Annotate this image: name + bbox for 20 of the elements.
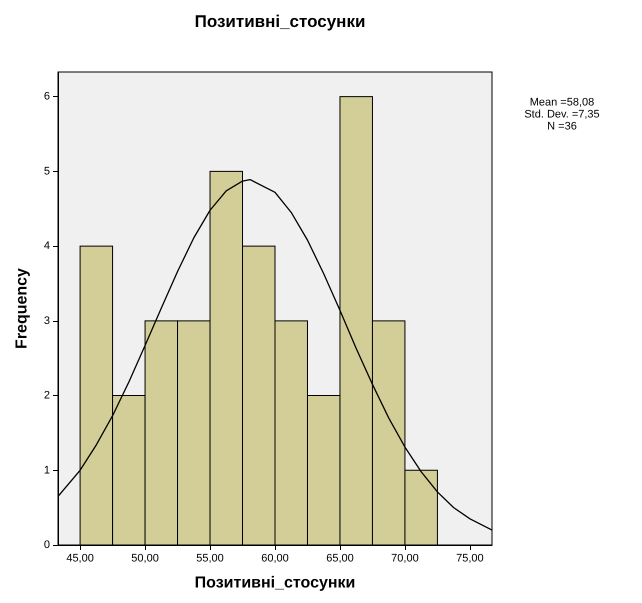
- y-tick-label: 4: [44, 240, 50, 252]
- x-tick-label: 75,00: [456, 552, 484, 564]
- x-tick-label: 70,00: [391, 552, 419, 564]
- x-tick-label: 65,00: [326, 552, 354, 564]
- text: N =36: [547, 120, 577, 132]
- x-tick-label: 60,00: [261, 552, 289, 564]
- y-tick-label: 2: [44, 390, 50, 402]
- y-tick-label: 3: [44, 314, 50, 327]
- y-tick-label: 1: [44, 464, 50, 476]
- text: Std. Dev. =7,35: [524, 108, 600, 120]
- y-tick-label: 0: [44, 539, 50, 551]
- chart-title: Позитивні_стосунки: [194, 12, 366, 31]
- y-tick-label: 6: [44, 90, 50, 103]
- x-axis-title: Позитивні_стосунки: [194, 574, 356, 592]
- y-tick-label: 5: [44, 165, 50, 178]
- x-tick-label: 55,00: [196, 552, 224, 564]
- x-tick-label: 50,00: [131, 552, 159, 564]
- x-tick-label: 45,00: [66, 552, 94, 564]
- text: Mean =58,08: [530, 96, 594, 108]
- y-axis-title: Frequency: [14, 268, 30, 349]
